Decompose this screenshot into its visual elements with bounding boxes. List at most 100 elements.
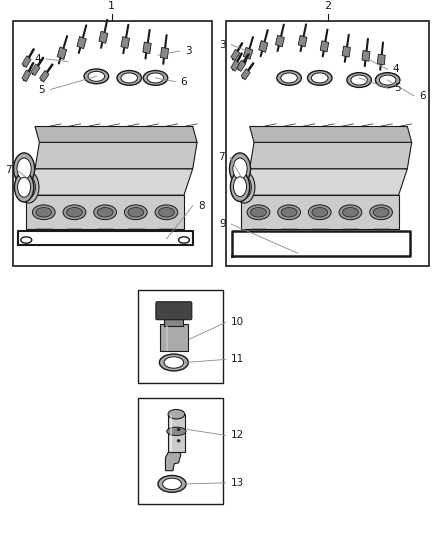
Ellipse shape [307, 70, 332, 85]
Text: 3: 3 [219, 39, 226, 50]
Ellipse shape [63, 205, 86, 220]
Polygon shape [160, 47, 169, 59]
Polygon shape [244, 47, 253, 59]
Ellipse shape [14, 153, 35, 184]
Ellipse shape [168, 409, 185, 419]
Polygon shape [26, 195, 184, 229]
Ellipse shape [84, 69, 109, 84]
Ellipse shape [143, 70, 168, 85]
Ellipse shape [233, 158, 247, 180]
Polygon shape [362, 51, 370, 61]
Polygon shape [298, 35, 307, 47]
Text: 7: 7 [218, 152, 225, 162]
Ellipse shape [230, 172, 250, 201]
Polygon shape [26, 169, 193, 195]
Ellipse shape [343, 207, 358, 217]
Polygon shape [250, 126, 412, 142]
Polygon shape [377, 54, 385, 65]
Bar [160, 325, 188, 351]
Bar [138, 398, 223, 504]
Text: 4: 4 [34, 54, 41, 64]
Bar [164, 316, 184, 326]
Polygon shape [143, 42, 151, 53]
Bar [168, 414, 185, 452]
Text: 7: 7 [5, 165, 11, 175]
Ellipse shape [177, 428, 180, 431]
Ellipse shape [237, 176, 251, 198]
Polygon shape [241, 69, 250, 80]
Ellipse shape [18, 172, 39, 203]
Ellipse shape [373, 207, 389, 217]
Polygon shape [22, 70, 31, 82]
Ellipse shape [97, 207, 113, 217]
Polygon shape [276, 35, 284, 47]
Ellipse shape [233, 177, 247, 197]
Ellipse shape [312, 207, 328, 217]
Text: 8: 8 [198, 201, 205, 211]
Polygon shape [250, 142, 412, 169]
Ellipse shape [351, 75, 367, 85]
Ellipse shape [247, 205, 270, 220]
Ellipse shape [281, 73, 297, 83]
Polygon shape [35, 126, 197, 142]
Ellipse shape [67, 207, 82, 217]
Polygon shape [320, 41, 329, 52]
Polygon shape [342, 46, 350, 57]
Polygon shape [99, 31, 108, 43]
Polygon shape [35, 142, 197, 169]
Polygon shape [166, 447, 181, 471]
Ellipse shape [339, 205, 362, 220]
Ellipse shape [379, 75, 396, 85]
Polygon shape [39, 70, 49, 82]
Ellipse shape [164, 357, 184, 368]
Ellipse shape [278, 205, 300, 220]
Text: 3: 3 [185, 46, 191, 56]
Polygon shape [77, 36, 86, 49]
Ellipse shape [14, 173, 34, 202]
Polygon shape [237, 60, 246, 71]
Ellipse shape [121, 73, 138, 83]
Ellipse shape [281, 207, 297, 217]
Ellipse shape [147, 73, 164, 83]
Text: 4: 4 [393, 64, 399, 75]
Text: 9: 9 [219, 219, 226, 229]
Ellipse shape [251, 207, 266, 217]
Text: 13: 13 [231, 478, 244, 488]
Polygon shape [57, 47, 67, 59]
Ellipse shape [277, 70, 301, 85]
Ellipse shape [21, 176, 35, 198]
Text: 5: 5 [394, 84, 401, 93]
Text: 10: 10 [231, 318, 244, 327]
Ellipse shape [88, 71, 105, 82]
Ellipse shape [17, 158, 31, 180]
Ellipse shape [158, 475, 186, 492]
Text: 5: 5 [39, 85, 45, 94]
Ellipse shape [311, 73, 328, 83]
Bar [13, 21, 212, 266]
Ellipse shape [36, 207, 52, 217]
Polygon shape [231, 50, 240, 61]
Polygon shape [31, 64, 40, 76]
Ellipse shape [159, 354, 188, 371]
Text: 6: 6 [180, 77, 187, 87]
Text: 2: 2 [324, 2, 331, 11]
Text: 1: 1 [108, 2, 115, 11]
Ellipse shape [347, 72, 371, 87]
Polygon shape [121, 37, 130, 49]
Ellipse shape [230, 153, 251, 184]
Ellipse shape [117, 70, 141, 85]
Ellipse shape [177, 440, 180, 442]
Bar [226, 21, 429, 266]
Ellipse shape [18, 177, 31, 197]
Polygon shape [259, 41, 268, 52]
Ellipse shape [370, 205, 392, 220]
Polygon shape [241, 169, 407, 195]
Ellipse shape [159, 207, 174, 217]
Text: 12: 12 [231, 430, 244, 440]
Ellipse shape [375, 72, 400, 87]
Polygon shape [22, 56, 31, 68]
Ellipse shape [128, 207, 144, 217]
Ellipse shape [124, 205, 147, 220]
Text: 11: 11 [231, 354, 244, 365]
Polygon shape [231, 60, 240, 71]
